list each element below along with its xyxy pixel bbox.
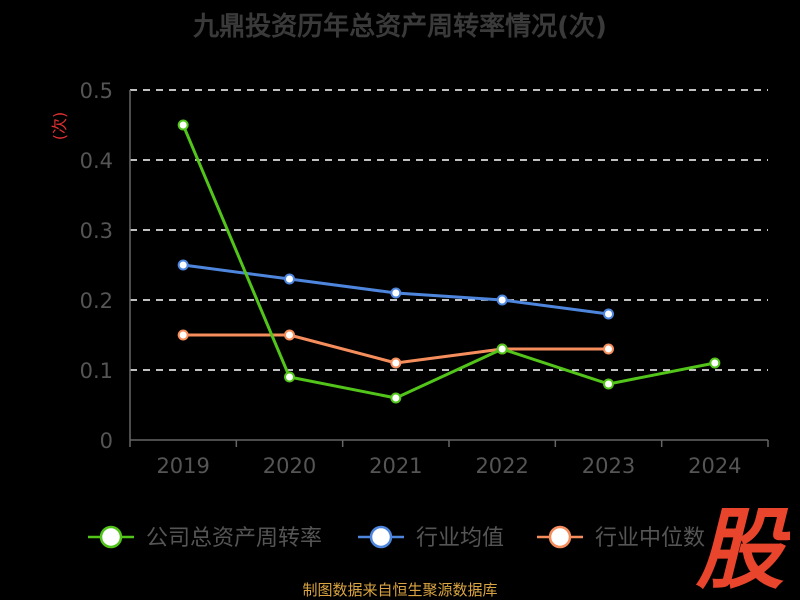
- y-tick-label: 0.2: [80, 289, 113, 313]
- x-tick-label: 2020: [263, 454, 316, 478]
- legend-label: 行业中位数: [595, 526, 705, 551]
- x-tick-label: 2023: [582, 454, 635, 478]
- data-point: [496, 294, 508, 306]
- data-point: [177, 119, 189, 131]
- legend-label: 行业均值: [416, 526, 504, 551]
- axes: 0 0.1 0.2 0.3 0.4 0.5 (次) 2019 2020 2021 2022 2023 2…: [50, 79, 769, 478]
- legend-marker: [99, 525, 123, 549]
- grid-lines: [130, 89, 768, 371]
- data-point: [390, 287, 402, 299]
- data-point: [603, 308, 614, 320]
- legend-label: 公司总资产周转率: [146, 526, 322, 551]
- data-point: [603, 378, 614, 390]
- data-point: [603, 343, 614, 355]
- y-tick-label: 0.1: [80, 359, 113, 383]
- x-tick-label: 2019: [156, 454, 209, 478]
- watermark-logo: 股: [695, 498, 790, 598]
- legend-marker: [548, 525, 572, 549]
- x-tick-label: 2022: [475, 454, 528, 478]
- y-axis-unit: (次): [50, 112, 69, 141]
- data-point: [284, 329, 295, 341]
- legend-marker: [369, 525, 393, 549]
- data-point: [390, 392, 402, 404]
- data-point: [390, 357, 402, 369]
- data-point: [284, 371, 295, 383]
- chart-title: 九鼎投资历年总资产周转率情况(次): [193, 12, 607, 42]
- data-point: [177, 329, 189, 341]
- y-tick-label: 0.4: [80, 149, 113, 173]
- watermark-glyph: 股: [695, 498, 790, 598]
- y-tick-label: 0.5: [80, 79, 113, 103]
- legend: 公司总资产周转率 行业均值 行业中位数: [88, 525, 705, 551]
- x-tick-label: 2024: [688, 454, 741, 478]
- y-tick-label: 0.3: [80, 219, 113, 243]
- data-point: [709, 357, 721, 369]
- data-point: [284, 273, 295, 285]
- series-line: [181, 124, 716, 400]
- data-point: [177, 259, 189, 271]
- y-tick-label: 0: [100, 429, 113, 453]
- x-tick-label: 2021: [369, 454, 422, 478]
- data-source-note: 制图数据来自恒生聚源数据库: [302, 581, 498, 599]
- series-layer: [177, 119, 721, 404]
- data-point: [496, 343, 508, 355]
